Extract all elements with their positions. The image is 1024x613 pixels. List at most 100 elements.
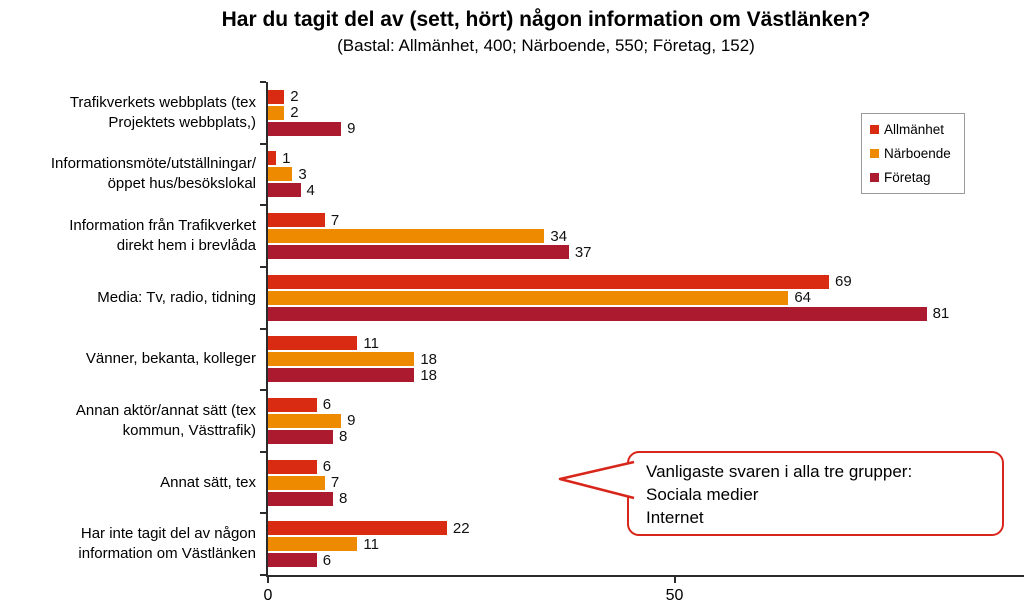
bar-group: 7 34 37 [268, 205, 1016, 267]
bar-row: 4 [268, 183, 1016, 198]
bar-närboende [268, 105, 285, 120]
bar-group: 11 18 18 [268, 329, 1016, 391]
bar-row: 69 [268, 273, 1016, 291]
category-label-line: Media: Tv, radio, tidning [97, 288, 256, 306]
y-axis-tick [260, 81, 266, 83]
category-label: Information från Trafikverket direkt hem … [0, 205, 256, 267]
bar-företag [268, 368, 415, 383]
category-label: Vänner, bekanta, kolleger [0, 329, 256, 391]
bar-närboende [268, 290, 789, 305]
category-label-line: öppet hus/besökslokal [107, 175, 256, 193]
legend-swatch-icon [870, 173, 879, 182]
category-label-line: Projektets webbplats,) [108, 113, 256, 131]
bar-allmänhet [268, 89, 285, 104]
bar-row: 6 [268, 551, 1016, 569]
category-label: Har inte tagit del av någon information o… [0, 513, 256, 575]
bar-företag [268, 491, 334, 506]
category-label: Trafikverkets webbplats (tex Projektets w… [0, 82, 256, 144]
bar-value-label: 11 [363, 535, 379, 553]
bar-allmänhet [268, 459, 317, 474]
bar-row: 6 [268, 459, 1016, 474]
y-axis-tick [260, 142, 266, 145]
bar-row: 11 [268, 535, 1016, 553]
bar-value-label: 3 [298, 165, 307, 183]
bar-value-label: 18 [420, 350, 438, 368]
category-label-line: direkt hem i brevlåda [116, 237, 256, 255]
bar-value-label: 9 [347, 120, 356, 138]
page-title: Har du tagit del av (sett, hört) någon i… [221, 8, 871, 31]
bar-row: 22 [268, 519, 1016, 537]
legend-item-label: Företag [884, 170, 931, 185]
bar-value-label: 22 [452, 519, 470, 537]
bar-företag [268, 429, 334, 444]
callout-bubble: Vanligaste svaren i alla tre grupper: So… [627, 451, 1004, 536]
bar-value-label: 2 [290, 88, 299, 106]
bar-value-label: 18 [420, 366, 438, 384]
x-axis-line [266, 575, 1024, 577]
bar-allmänhet [268, 397, 317, 412]
bar-row: 9 [268, 412, 1016, 430]
category-label: Annat sätt, tex [0, 452, 256, 514]
bar-närboende [268, 475, 325, 490]
category-label-line: Informationsmöte/utställningar/ [50, 155, 256, 173]
y-axis-tick [260, 327, 266, 330]
bar-row: 34 [268, 229, 1016, 244]
category-label-line: Har inte tagit del av någon [80, 525, 256, 543]
category-label-line: Annan aktör/annat sätt (tex [75, 401, 256, 419]
x-axis-tick [673, 577, 676, 583]
bar-row: 7 [268, 211, 1016, 229]
bar-närboende [268, 167, 293, 182]
bar-value-label: 37 [574, 243, 592, 261]
bar-företag [268, 183, 301, 198]
bar-value-label: 11 [363, 334, 379, 352]
bar-value-label: 69 [835, 273, 852, 291]
bar-value-label: 7 [330, 474, 340, 492]
bar-företag [268, 553, 317, 568]
callout-tail-icon [558, 460, 635, 500]
callout-text: Vanligaste svaren i alla tre grupper: [646, 462, 913, 481]
legend-swatch-icon [870, 125, 879, 134]
bar-value-label: 8 [339, 490, 348, 508]
bar-närboende [268, 537, 358, 552]
bar-företag [268, 245, 569, 260]
category-label-line: Annat sätt, tex [160, 473, 256, 491]
bar-value-label: 8 [339, 428, 348, 446]
bar-allmänhet [268, 274, 829, 289]
callout-text: Internet [646, 508, 704, 527]
legend: Allmänhet Närboende Företag [861, 113, 965, 194]
bar-allmänhet [268, 521, 447, 536]
category-label-line: Trafikverkets webbplats (tex [69, 93, 256, 111]
bar-row: 37 [268, 243, 1016, 261]
bar-row: 11 [268, 334, 1016, 352]
legend-item-label: Allmänhet [884, 122, 945, 137]
y-axis-tick [260, 204, 266, 207]
bar-row: 2 [268, 88, 1016, 106]
bar-allmänhet [268, 213, 325, 228]
bar-row: 18 [268, 350, 1016, 368]
bar-row: 3 [268, 165, 1016, 183]
bar-row: 81 [268, 306, 1016, 321]
category-label: Media: Tv, radio, tidning [0, 267, 256, 329]
callout-text: Sociala medier [646, 485, 759, 504]
bar-row: 8 [268, 490, 1016, 508]
category-label: Informationsmöte/utställningar/öppet hus… [0, 144, 256, 206]
bar-närboende [268, 413, 342, 428]
bar-value-label: 6 [322, 551, 332, 569]
bar-row: 2 [268, 105, 1016, 120]
bar-value-label: 64 [794, 289, 812, 307]
category-label-line: kommun, Västtrafik) [122, 421, 256, 439]
bar-företag [268, 121, 342, 136]
category-label-line: information om Västlänken [78, 545, 256, 563]
bar-row: 6 [268, 397, 1016, 412]
bar-allmänhet [268, 151, 277, 166]
bar-value-label: 7 [330, 211, 340, 229]
plot-area: 2 2 9 1 3 4 7 34 37 69 64 81 11 18 18 6 9 8 6 7 8 22 11 6 [268, 82, 1016, 575]
y-axis-tick [260, 265, 266, 268]
bar-value-label: 9 [347, 412, 356, 430]
page-subtitle: (Bastal: Allmänhet, 400; Närboende, 550;… [337, 36, 755, 55]
category-label-line: Information från Trafikverket [69, 217, 256, 235]
legend-item-label: Närboende [884, 146, 951, 161]
bar-närboende [268, 352, 415, 367]
